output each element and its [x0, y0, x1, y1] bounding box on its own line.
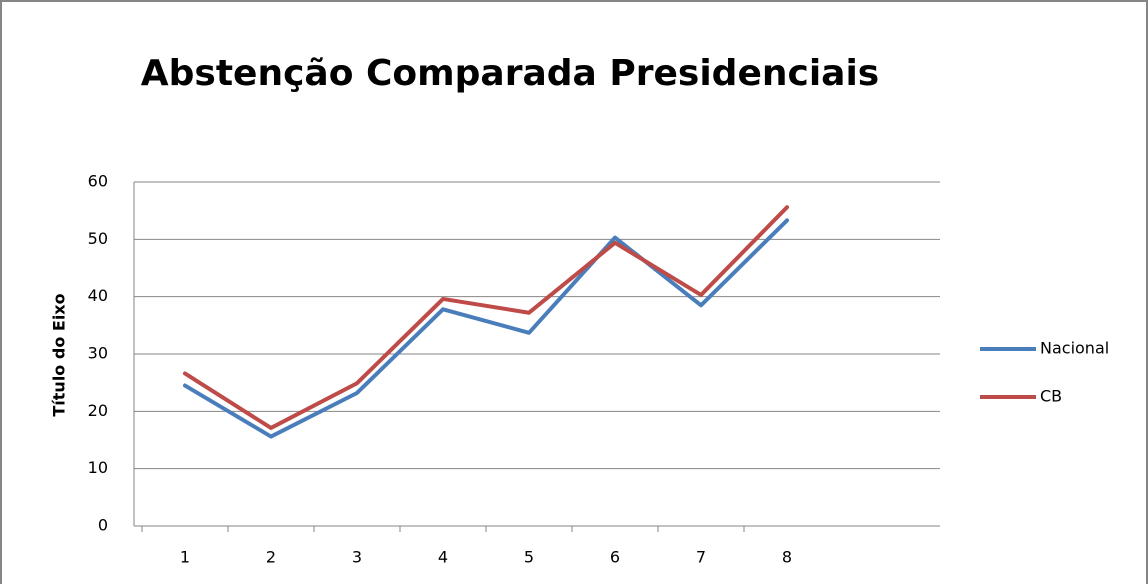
legend-label: CB	[1040, 387, 1062, 406]
x-tick-label: 6	[610, 548, 620, 567]
x-tick-label: 5	[524, 548, 534, 567]
chart-title: Abstenção Comparada Presidenciais	[141, 53, 879, 94]
x-tick-label: 3	[352, 548, 362, 567]
y-tick-label: 40	[88, 286, 108, 305]
y-tick-label: 0	[98, 516, 108, 535]
y-tick-label: 20	[88, 401, 108, 420]
legend-label: Nacional	[1040, 339, 1109, 358]
x-tick-label: 8	[782, 548, 792, 567]
x-tick-label: 1	[180, 548, 190, 567]
series-line	[183, 218, 789, 439]
x-tick-label: 4	[438, 548, 448, 567]
x-tick-label: 2	[266, 548, 276, 567]
x-tick-label: 7	[696, 548, 706, 567]
series-line	[183, 205, 789, 430]
y-tick-label: 60	[88, 172, 108, 191]
y-tick-label: 30	[88, 344, 108, 363]
y-axis-label: Título do Eixo	[50, 293, 69, 416]
y-tick-label: 10	[88, 458, 108, 477]
y-tick-label: 50	[88, 229, 108, 248]
